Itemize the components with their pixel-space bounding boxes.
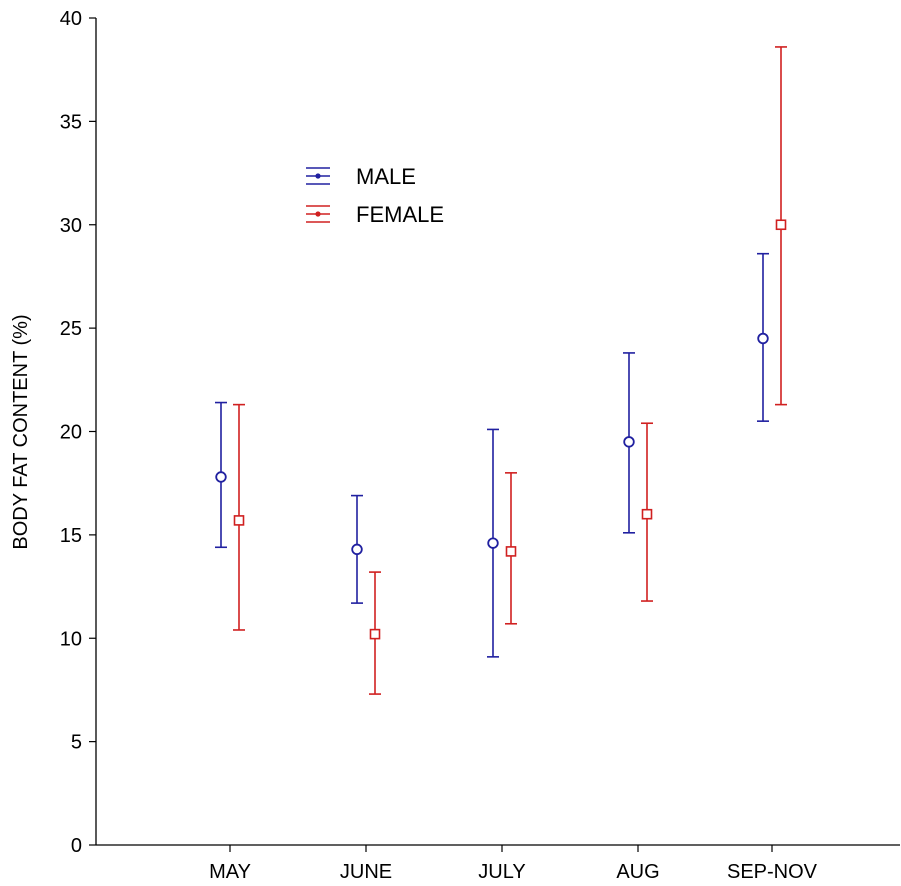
x-tick-label: JULY xyxy=(478,861,525,883)
y-tick-label: 30 xyxy=(60,215,82,237)
y-tick-label: 15 xyxy=(60,525,82,547)
data-point xyxy=(775,219,787,231)
data-point xyxy=(233,515,245,526)
data-marks xyxy=(215,46,787,695)
axes xyxy=(95,18,900,846)
y-axis-label: BODY FAT CONTENT (%) xyxy=(10,314,32,549)
y-tick-label: 0 xyxy=(71,835,82,857)
x-tick-label: SEP-NOV xyxy=(727,861,818,883)
legend-label: FEMALE xyxy=(356,202,444,227)
data-point xyxy=(505,546,517,557)
data-point xyxy=(487,537,499,549)
data-point xyxy=(369,628,381,640)
y-tick-label: 25 xyxy=(60,318,82,340)
data-point xyxy=(351,543,363,556)
y-tick-label: 5 xyxy=(71,732,82,754)
x-tick-label: MAY xyxy=(209,861,251,883)
data-point xyxy=(623,436,635,448)
legend-swatch-dot xyxy=(315,173,321,179)
legend-item-male: MALE xyxy=(306,164,416,189)
x-tick-label: JUNE xyxy=(340,861,392,883)
y-tick-label: 35 xyxy=(60,111,82,133)
series-female xyxy=(233,46,787,695)
data-point xyxy=(215,471,227,483)
legend-item-female: FEMALE xyxy=(306,202,444,227)
legend: MALE FEMALE xyxy=(306,164,444,227)
series-male xyxy=(215,252,769,658)
y-tick-label: 20 xyxy=(60,422,82,444)
legend-swatch-dot xyxy=(315,211,321,217)
data-point xyxy=(757,332,769,345)
y-ticks: 0 5 10 15 20 25 30 35 40 xyxy=(60,8,96,857)
x-tick-label: AUG xyxy=(616,861,659,883)
y-tick-label: 10 xyxy=(60,628,82,650)
x-ticks: MAY JUNE JULY AUG SEP-NOV xyxy=(209,845,818,883)
legend-label: MALE xyxy=(356,164,416,189)
y-tick-label: 40 xyxy=(60,8,82,30)
data-point xyxy=(641,508,653,520)
